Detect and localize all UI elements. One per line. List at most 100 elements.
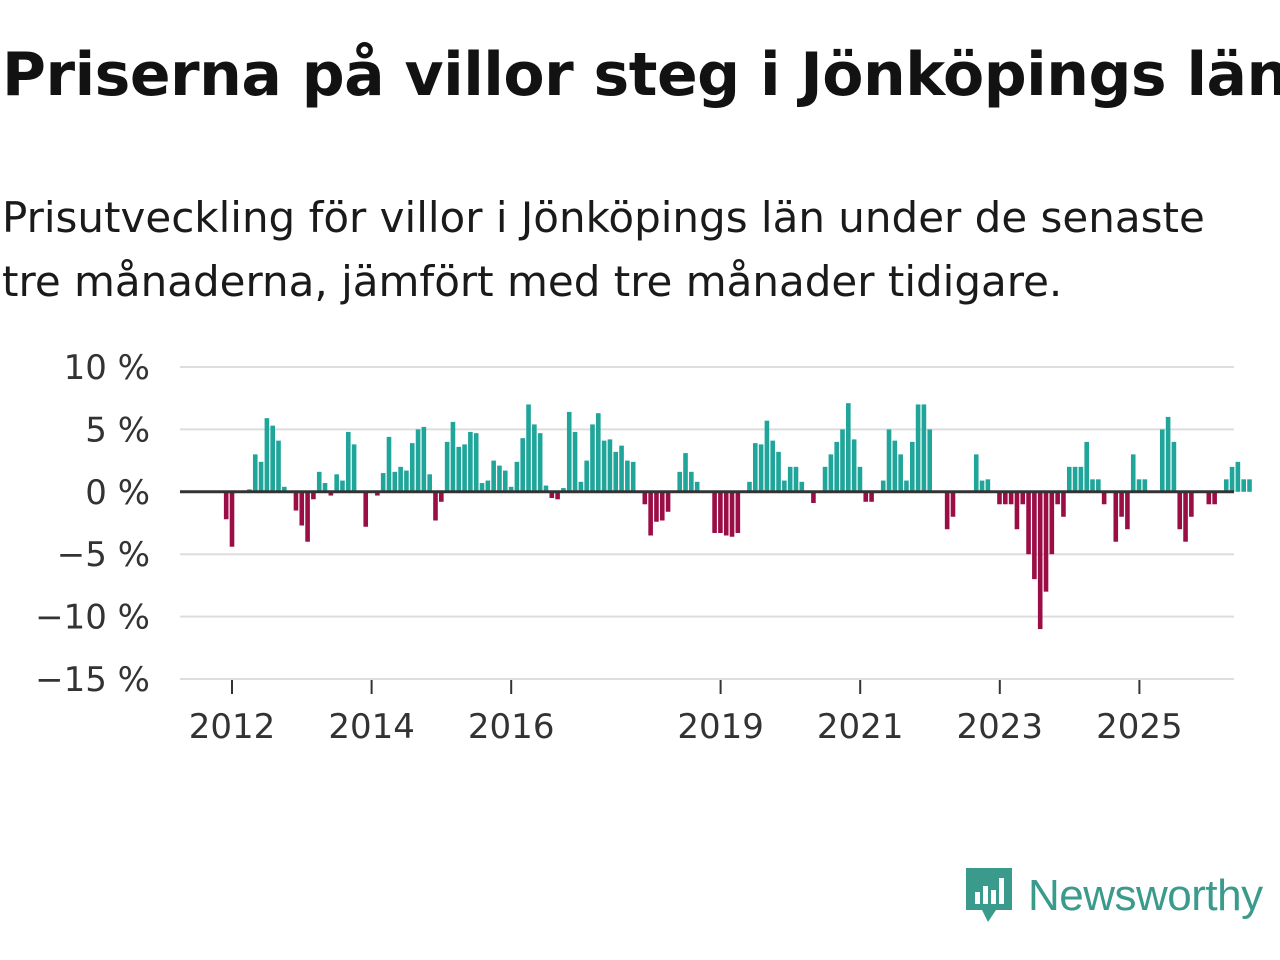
data-bar: [944, 491, 950, 530]
data-bar: [322, 483, 328, 492]
data-bar: [345, 431, 351, 492]
data-bar: [764, 420, 770, 492]
data-bar: [549, 491, 555, 499]
data-bar: [1072, 466, 1078, 492]
data-bar: [316, 471, 322, 492]
data-bar: [851, 439, 857, 492]
data-bar: [613, 451, 619, 492]
data-bar: [578, 481, 584, 492]
data-bar: [1026, 491, 1031, 555]
data-bar: [1183, 491, 1188, 542]
data-bar: [1003, 491, 1008, 505]
data-bar: [473, 433, 479, 492]
data-bar: [718, 491, 723, 533]
y-tick-label: −5 %: [57, 535, 150, 575]
data-bar: [351, 444, 357, 492]
y-tick-label: −15 %: [35, 660, 150, 700]
data-bar: [822, 466, 828, 492]
data-bar: [596, 413, 601, 492]
data-bar: [782, 480, 787, 492]
data-bar: [520, 438, 526, 492]
data-bar: [311, 491, 316, 500]
brand: Newsworthy: [964, 864, 1263, 928]
data-bar: [1241, 479, 1246, 492]
data-bar: [694, 481, 700, 492]
data-bar: [532, 424, 537, 492]
data-bar: [456, 446, 462, 492]
data-bar: [1014, 491, 1020, 530]
data-bar: [1212, 491, 1217, 505]
data-bar: [433, 491, 438, 521]
data-bar: [427, 474, 432, 492]
data-bar: [1125, 491, 1130, 530]
data-bar: [659, 491, 665, 521]
data-bar: [619, 445, 624, 492]
data-bar: [1177, 491, 1183, 530]
data-bar: [1136, 479, 1142, 492]
data-bar: [665, 491, 671, 512]
data-bar: [421, 426, 427, 492]
data-bar: [1206, 491, 1212, 505]
data-bar: [1101, 491, 1107, 505]
data-bar: [258, 461, 264, 492]
data-bar: [834, 441, 839, 492]
data-bar: [927, 429, 933, 492]
page-subtitle: Prisutveckling för villor i Jönköpings l…: [2, 193, 1205, 306]
data-bar: [561, 488, 566, 492]
data-bar: [514, 461, 520, 492]
data-bar: [863, 491, 869, 502]
data-bar: [223, 491, 229, 520]
data-bar: [752, 443, 758, 492]
data-bar: [305, 491, 310, 542]
data-bar: [979, 480, 985, 492]
data-bar: [328, 491, 334, 496]
x-tick-label: 2023: [957, 707, 1044, 747]
newsworthy-logo-icon: [966, 868, 1012, 922]
data-bar: [229, 491, 235, 547]
data-bar: [857, 466, 863, 492]
data-bar: [1189, 491, 1194, 517]
data-bar: [1159, 429, 1165, 492]
data-bar: [904, 480, 909, 492]
page-title: Priserna på villor steg i Jönköpings län: [2, 40, 1280, 110]
data-bar: [491, 460, 496, 492]
data-bar: [1247, 479, 1252, 492]
data-bar: [770, 440, 776, 492]
data-bar: [1043, 491, 1049, 592]
bars-layer: [223, 403, 1252, 630]
data-bar: [886, 429, 892, 492]
data-bar: [375, 491, 380, 496]
data-bar: [392, 471, 398, 492]
data-bar: [479, 483, 485, 492]
data-bar: [508, 486, 514, 492]
grid-layer: [180, 366, 1234, 680]
data-bar: [572, 431, 578, 492]
data-bar: [921, 404, 927, 492]
data-bar: [1119, 491, 1124, 517]
data-bar: [380, 473, 386, 492]
data-bar: [270, 425, 275, 492]
data-bar: [997, 491, 1002, 505]
data-bar: [1032, 491, 1037, 580]
data-bar: [735, 491, 741, 533]
data-bar: [415, 429, 421, 492]
data-bar: [846, 403, 851, 492]
x-tick-label: 2016: [468, 707, 555, 747]
y-tick-label: 5 %: [85, 410, 150, 450]
data-bar: [409, 443, 415, 492]
data-bar: [712, 491, 717, 533]
data-bar: [340, 480, 345, 492]
data-bar: [264, 418, 270, 492]
data-bar: [880, 480, 886, 492]
data-bar: [683, 453, 688, 492]
data-bar: [654, 491, 659, 522]
data-bar: [869, 491, 874, 502]
data-bar: [276, 440, 281, 492]
data-bar: [555, 491, 560, 500]
data-bar: [468, 431, 473, 492]
data-bar: [543, 485, 549, 492]
x-tick-label: 2019: [677, 707, 764, 747]
data-bar: [1223, 479, 1229, 492]
data-bar: [747, 481, 752, 492]
data-bar: [537, 433, 543, 492]
